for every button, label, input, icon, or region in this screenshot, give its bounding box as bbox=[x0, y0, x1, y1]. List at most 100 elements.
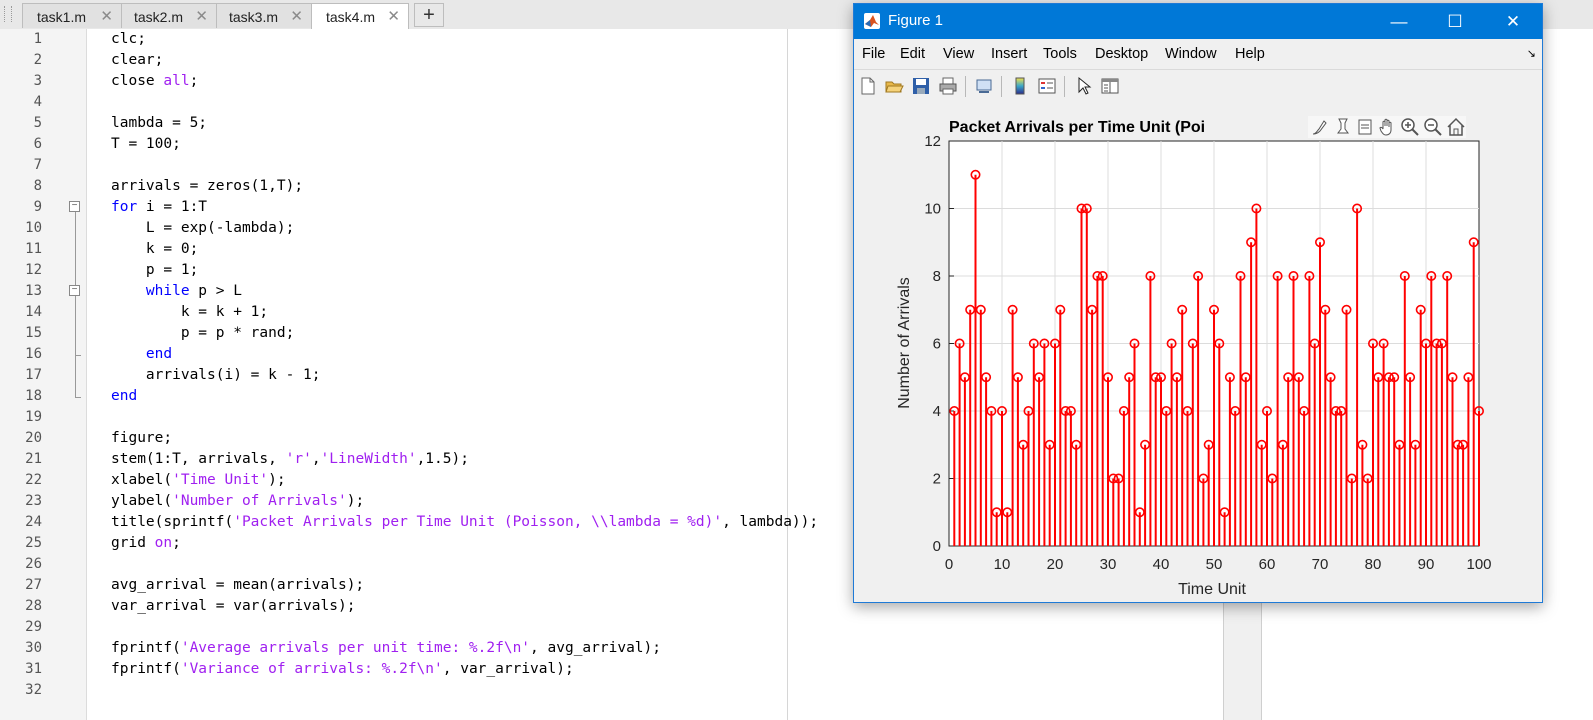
y-tick-label: 2 bbox=[933, 471, 941, 488]
code-line[interactable]: close all; bbox=[111, 71, 198, 92]
menu-tools[interactable]: Tools bbox=[1043, 46, 1077, 62]
property-inspector-icon[interactable] bbox=[1100, 76, 1120, 96]
close-tab-icon[interactable]: ✕ bbox=[195, 8, 208, 25]
tab-task2[interactable]: task2.m ✕ bbox=[121, 3, 217, 28]
y-tick-label: 0 bbox=[933, 538, 941, 555]
zoom-in-icon[interactable] bbox=[1400, 117, 1420, 137]
code-token: ylabel( bbox=[111, 493, 173, 509]
new-figure-icon[interactable] bbox=[858, 76, 878, 96]
new-tab-button[interactable]: + bbox=[414, 3, 444, 27]
tab-bar-grip[interactable] bbox=[4, 6, 12, 22]
pan-icon[interactable] bbox=[1377, 117, 1397, 137]
tab-task1[interactable]: task1.m ✕ bbox=[22, 3, 122, 28]
menu-view[interactable]: View bbox=[943, 46, 975, 62]
stem-marker bbox=[949, 405, 960, 416]
code-line[interactable]: L = exp(-lambda); bbox=[111, 218, 294, 239]
code-line[interactable]: avg_arrival = mean(arrivals); bbox=[111, 575, 364, 596]
code-token: ,1.5); bbox=[416, 451, 469, 467]
tab-task3[interactable]: task3.m ✕ bbox=[216, 3, 312, 28]
code-line[interactable]: var_arrival = var(arrivals); bbox=[111, 596, 355, 617]
stem-marker bbox=[1410, 439, 1421, 450]
stem-marker bbox=[1330, 405, 1341, 416]
stem-marker bbox=[1352, 203, 1363, 214]
line-number: 25 bbox=[25, 535, 42, 551]
link-plot-icon[interactable] bbox=[974, 76, 994, 96]
x-tick-label: 100 bbox=[1466, 556, 1491, 573]
code-line[interactable]: k = k + 1; bbox=[111, 302, 268, 323]
colorbar-icon[interactable] bbox=[1010, 76, 1030, 96]
legend-icon[interactable] bbox=[1037, 76, 1057, 96]
menu-help[interactable]: Help bbox=[1235, 46, 1265, 62]
stem-marker bbox=[1118, 405, 1129, 416]
stem-marker bbox=[1113, 473, 1124, 484]
stem-marker bbox=[1320, 304, 1331, 315]
data-tips-icon[interactable] bbox=[1333, 117, 1353, 137]
code-line[interactable]: xlabel('Time Unit'); bbox=[111, 470, 286, 491]
line-number: 22 bbox=[25, 472, 42, 488]
y-axis-label: Number of Arrivals bbox=[896, 277, 913, 409]
stem-marker bbox=[1230, 405, 1241, 416]
close-tab-icon[interactable]: ✕ bbox=[290, 8, 303, 25]
code-line[interactable]: figure; bbox=[111, 428, 172, 449]
fold-toggle-while[interactable]: − bbox=[69, 285, 80, 296]
menu-file[interactable]: File bbox=[862, 46, 886, 62]
zoom-out-icon[interactable] bbox=[1423, 117, 1443, 137]
menu-insert[interactable]: Insert bbox=[991, 46, 1028, 62]
code-line[interactable]: clc; bbox=[111, 29, 146, 50]
line-number: 15 bbox=[25, 325, 42, 341]
code-line[interactable]: grid on; bbox=[111, 533, 181, 554]
code-line[interactable]: arrivals(i) = k - 1; bbox=[111, 365, 321, 386]
figure-title-bar[interactable]: Figure 1 — ☐ ✕ bbox=[854, 4, 1542, 39]
stem-marker bbox=[1367, 338, 1378, 349]
open-file-icon[interactable] bbox=[884, 76, 904, 96]
code-line[interactable]: lambda = 5; bbox=[111, 113, 207, 134]
code-line[interactable]: arrivals = zeros(1,T); bbox=[111, 176, 303, 197]
dock-arrow-icon[interactable]: ↘ bbox=[1526, 48, 1536, 60]
rotate-icon[interactable] bbox=[1355, 117, 1375, 137]
figure-menu-bar: File Edit View Insert Tools Desktop Wind… bbox=[854, 39, 1542, 69]
close-button[interactable]: ✕ bbox=[1505, 12, 1521, 31]
x-tick-label: 90 bbox=[1418, 556, 1435, 573]
close-tab-icon[interactable]: ✕ bbox=[100, 8, 113, 25]
menu-edit[interactable]: Edit bbox=[900, 46, 925, 62]
tab-task4[interactable]: task4.m ✕ bbox=[311, 3, 409, 30]
brush-icon[interactable] bbox=[1310, 117, 1330, 137]
toolbar-separator bbox=[965, 76, 966, 97]
home-icon[interactable] bbox=[1446, 117, 1466, 137]
code-line[interactable]: fprintf('Average arrivals per unit time:… bbox=[111, 638, 661, 659]
x-axis-label: Time Unit bbox=[1178, 581, 1246, 598]
code-line[interactable]: stem(1:T, arrivals, 'r','LineWidth',1.5)… bbox=[111, 449, 469, 470]
code-line[interactable]: ylabel('Number of Arrivals'); bbox=[111, 491, 364, 512]
minimize-button[interactable]: — bbox=[1390, 12, 1408, 31]
code-line[interactable]: clear; bbox=[111, 50, 163, 71]
code-line[interactable]: while p > L bbox=[111, 281, 242, 302]
code-line[interactable]: p = 1; bbox=[111, 260, 198, 281]
stem-plot[interactable]: 0 10 20 30 40 50 60 70 80 90 100 0 2 4 6 8 10 12 Packet A… bbox=[854, 103, 1542, 602]
save-icon[interactable] bbox=[911, 76, 931, 96]
code-line[interactable]: title(sprintf('Packet Arrivals per Time … bbox=[111, 512, 818, 533]
code-line[interactable]: T = 100; bbox=[111, 134, 181, 155]
code-line[interactable]: end bbox=[111, 386, 137, 407]
close-tab-icon[interactable]: ✕ bbox=[387, 8, 400, 25]
pointer-icon[interactable] bbox=[1074, 76, 1094, 96]
code-line[interactable]: k = 0; bbox=[111, 239, 198, 260]
code-token bbox=[111, 283, 146, 299]
code-token bbox=[111, 346, 146, 362]
code-token: T = 100; bbox=[111, 136, 181, 152]
menu-desktop[interactable]: Desktop bbox=[1095, 46, 1149, 62]
menu-window[interactable]: Window bbox=[1165, 46, 1217, 62]
line-number-gutter: 1 2 3 4 5 6 7 8 9 10 11 12 13 14 15 16 17 18 19 20 21 22 23 24 2… bbox=[0, 29, 87, 720]
code-line[interactable]: for i = 1:T bbox=[111, 197, 207, 218]
stem-marker bbox=[1304, 271, 1315, 282]
fold-toggle-for[interactable]: − bbox=[69, 201, 80, 212]
maximize-button[interactable]: ☐ bbox=[1447, 12, 1463, 31]
figure-canvas[interactable]: 0 10 20 30 40 50 60 70 80 90 100 0 2 4 6 8 10 12 Packet A… bbox=[854, 103, 1542, 602]
code-line[interactable]: end bbox=[111, 344, 172, 365]
stem-marker bbox=[1463, 372, 1474, 383]
stem-marker bbox=[1267, 473, 1278, 484]
code-line[interactable]: fprintf('Variance of arrivals: %.2f\n', … bbox=[111, 659, 574, 680]
toolbar-separator bbox=[1064, 76, 1065, 97]
tick-labels: 0 10 20 30 40 50 60 70 80 90 100 0 2 4 6 8 10 12 bbox=[924, 133, 1491, 573]
print-icon[interactable] bbox=[938, 76, 958, 96]
code-line[interactable]: p = p * rand; bbox=[111, 323, 295, 344]
